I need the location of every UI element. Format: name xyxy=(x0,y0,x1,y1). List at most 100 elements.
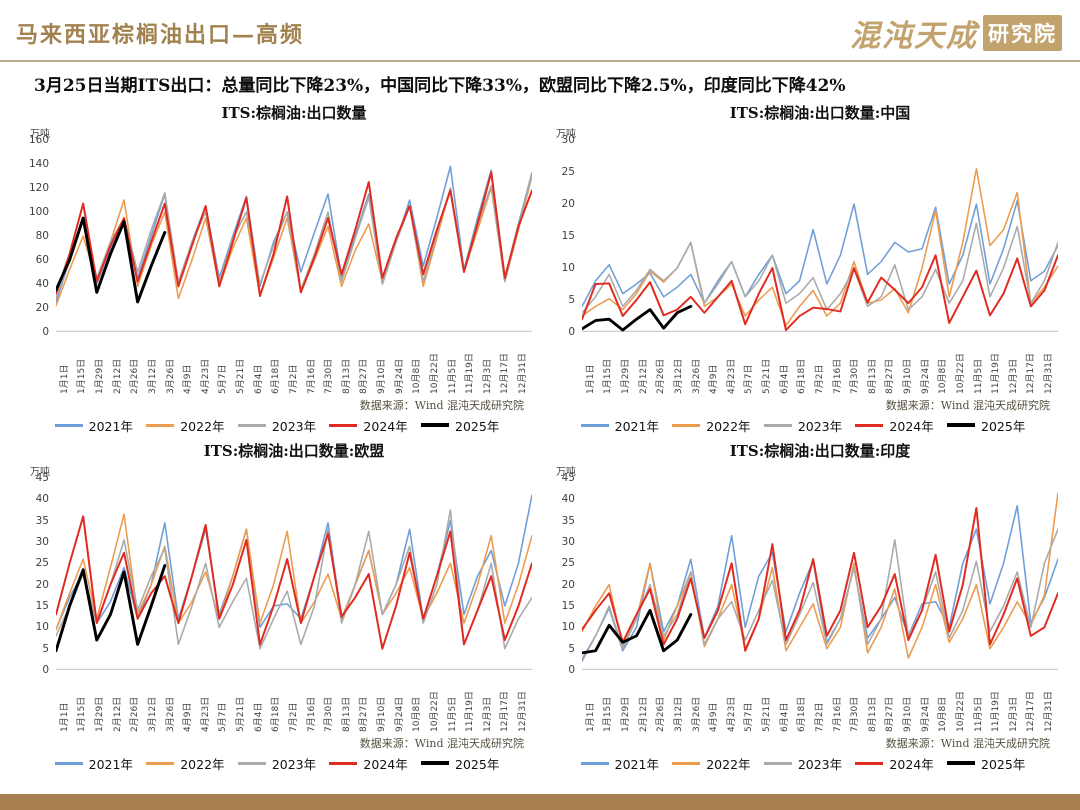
legend-item-2024年: 2024年 xyxy=(329,416,408,435)
x-tick-label: 8月27日 xyxy=(359,358,370,394)
line-plot xyxy=(56,165,532,332)
x-tick-label: 9月24日 xyxy=(920,358,931,394)
legend: 2021年 2022年 2023年 2024年 2025年 xyxy=(22,414,532,436)
legend-item-2022年: 2022年 xyxy=(672,416,751,435)
legend-label: 2025年 xyxy=(981,418,1026,434)
legend-swatch xyxy=(146,761,175,765)
x-tick-label: 12月31日 xyxy=(1044,691,1055,732)
chart-title: ITS:棕榈油:出口数量:印度 xyxy=(729,442,911,460)
x-tick-label: 11月19日 xyxy=(465,353,476,394)
x-tick-label: 3月26日 xyxy=(691,696,702,732)
x-tick-label: 9月24日 xyxy=(920,696,931,732)
legend-swatch xyxy=(146,423,175,427)
x-tick-label: 2月12日 xyxy=(112,696,123,732)
legend: 2021年 2022年 2023年 2024年 2025年 xyxy=(548,752,1058,774)
legend: 2021年 2022年 2023年 2024年 2025年 xyxy=(548,414,1058,436)
legend-swatch xyxy=(54,423,83,427)
line-plot xyxy=(582,492,1058,670)
chart-title: ITS:棕榈油:出口数量 xyxy=(221,104,367,122)
series-line-2021年 xyxy=(582,200,1058,308)
x-tick-label: 4月9日 xyxy=(709,702,720,732)
legend-swatch xyxy=(855,761,884,765)
legend-label: 2025年 xyxy=(455,756,500,772)
x-tick-label: 11月5日 xyxy=(973,358,984,394)
x-axis: 1月1日 1月15日 1月29日 2月12日 2月26日 3月12日 3月26日 4月9日 4月… xyxy=(56,332,532,396)
charts-grid: ITS:棕榈油:出口数量 万吨 160 140 120 100 80 60 40 20 0 1月… xyxy=(0,96,1080,774)
x-tick-label: 5月7日 xyxy=(218,702,229,732)
line-plot xyxy=(582,168,1058,332)
y-axis: 45 40 35 30 25 20 15 10 5 0 xyxy=(35,472,49,676)
legend-item-2021年: 2021年 xyxy=(580,416,659,435)
x-tick-label: 4月23日 xyxy=(200,696,211,732)
x-tick-label: 3月12日 xyxy=(147,358,158,394)
x-tick-label: 6月18日 xyxy=(271,696,282,732)
legend-label: 2021年 xyxy=(614,756,659,772)
legend-swatch xyxy=(580,761,609,765)
x-tick-label: 12月3日 xyxy=(1008,696,1019,732)
x-tick-label: 1月29日 xyxy=(621,358,632,394)
x-tick-label: 7月16日 xyxy=(306,696,317,732)
legend-label: 2021年 xyxy=(614,418,659,434)
x-tick-label: 6月4日 xyxy=(253,364,264,394)
x-tick-label: 11月5日 xyxy=(973,696,984,732)
legend-item-2024年: 2024年 xyxy=(855,416,934,435)
x-tick-label: 1月29日 xyxy=(95,358,106,394)
data-source-note: 数据来源：Wind 混沌天成研究院 xyxy=(359,399,524,412)
x-tick-label: 4月9日 xyxy=(183,364,194,394)
legend-label: 2025年 xyxy=(455,418,500,434)
x-tick-label: 7月30日 xyxy=(850,696,861,732)
legend: 2021年 2022年 2023年 2024年 2025年 xyxy=(22,752,532,774)
legend-label: 2021年 xyxy=(88,418,133,434)
x-tick-label: 9月10日 xyxy=(903,696,914,732)
legend-swatch xyxy=(763,761,792,765)
legend-label: 2023年 xyxy=(271,756,317,772)
series-line-2024年 xyxy=(582,506,1058,652)
series-line-2023年 xyxy=(56,509,532,650)
x-tick-label: 8月27日 xyxy=(359,696,370,732)
x-tick-label: 8月27日 xyxy=(885,358,896,394)
x-tick-label: 10月22日 xyxy=(429,691,440,732)
x-tick-label: 12月31日 xyxy=(518,691,529,732)
x-tick-label: 10月22日 xyxy=(429,353,440,394)
x-tick-label: 8月13日 xyxy=(867,696,878,732)
chart-export-eu: ITS:棕榈油:出口数量:欧盟 万吨 45 40 35 30 25 20 15 10 5 0 1月… xyxy=(22,440,532,774)
line-plot xyxy=(56,494,532,670)
legend-label: 2022年 xyxy=(706,756,751,772)
y-axis: 30 25 20 15 10 5 0 xyxy=(561,134,575,338)
summary-text: 3月25日当期ITS出口：总量同比下降23%，中国同比下降33%，欧盟同比下降2… xyxy=(34,76,846,96)
legend-item-2025年: 2025年 xyxy=(421,416,499,435)
x-tick-label: 8月13日 xyxy=(341,696,352,732)
x-tick-label: 3月12日 xyxy=(147,696,158,732)
company-logo: 混沌天成 研究院 xyxy=(850,11,1062,55)
x-tick-label: 4月9日 xyxy=(183,702,194,732)
legend-swatch xyxy=(763,423,792,427)
legend-label: 2023年 xyxy=(271,418,317,434)
x-tick-label: 1月15日 xyxy=(603,696,614,732)
x-tick-label: 3月26日 xyxy=(165,358,176,394)
x-tick-label: 10月8日 xyxy=(938,696,949,732)
x-tick-label: 3月12日 xyxy=(673,696,684,732)
series-line-2022年 xyxy=(582,492,1058,659)
x-tick-label: 2月26日 xyxy=(130,696,141,732)
legend-swatch xyxy=(421,423,450,427)
x-tick-label: 8月13日 xyxy=(867,358,878,394)
legend-swatch xyxy=(672,761,701,765)
legend-item-2021年: 2021年 xyxy=(54,754,133,773)
x-tick-label: 4月23日 xyxy=(726,358,737,394)
x-tick-label: 9月24日 xyxy=(394,358,405,394)
x-tick-label: 2月12日 xyxy=(112,358,123,394)
x-tick-label: 7月2日 xyxy=(814,702,825,732)
x-tick-label: 2月12日 xyxy=(638,696,649,732)
x-tick-label: 12月31日 xyxy=(1044,353,1055,394)
y-axis-unit: 万吨 xyxy=(30,129,50,140)
x-tick-label: 12月17日 xyxy=(1026,353,1037,394)
x-tick-label: 7月16日 xyxy=(832,358,843,394)
x-tick-label: 12月31日 xyxy=(518,353,529,394)
legend-swatch xyxy=(54,761,83,765)
chart-title: ITS:棕榈油:出口数量:欧盟 xyxy=(203,442,385,460)
x-tick-label: 2月12日 xyxy=(638,358,649,394)
chart-title: ITS:棕榈油:出口数量:中国 xyxy=(729,104,911,122)
x-tick-label: 6月18日 xyxy=(797,696,808,732)
x-tick-label: 1月1日 xyxy=(585,364,596,394)
x-tick-label: 11月19日 xyxy=(991,353,1002,394)
